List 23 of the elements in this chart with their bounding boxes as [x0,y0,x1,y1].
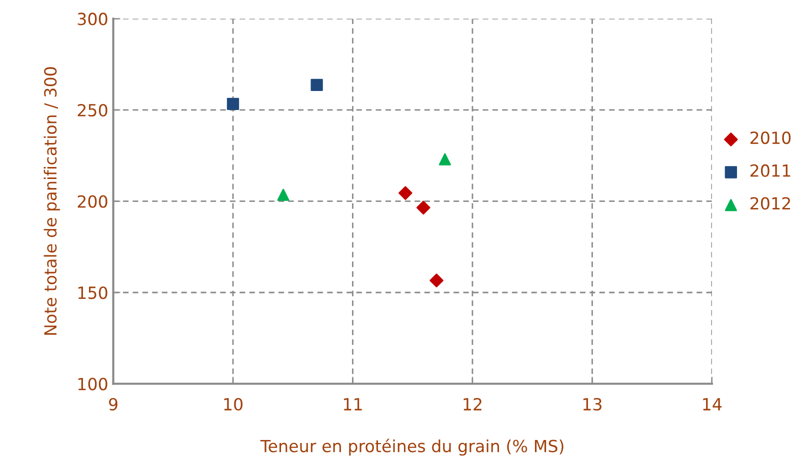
y-axis-title: Note totale de panification / 300 [44,67,60,335]
point [416,200,430,215]
x-tick-label: 11 [344,398,362,410]
point [226,98,240,110]
x-tick-label: 12 [464,398,482,410]
legend-label: 2012 [750,197,790,210]
y-tick-label: 150 [78,286,108,300]
legend-label: 2010 [750,131,791,144]
point [430,274,444,288]
x-axis-title: Teneur en protéines du grain (% MS) [260,438,564,456]
y-tick-label: 300 [78,12,108,26]
y-tick-label: 250 [78,104,108,117]
point [438,153,451,166]
y-tick-label: 100 [78,378,108,390]
y-tick-label: 200 [78,195,108,208]
x-tick-label: 14 [703,398,722,410]
legend-label: 2011 [750,164,790,177]
point [310,78,323,92]
point [277,188,290,201]
x-tick-label: 13 [583,398,602,411]
x-tick-label: 9 [109,398,118,411]
point [398,186,412,200]
x-tick-label: 10 [224,398,242,411]
